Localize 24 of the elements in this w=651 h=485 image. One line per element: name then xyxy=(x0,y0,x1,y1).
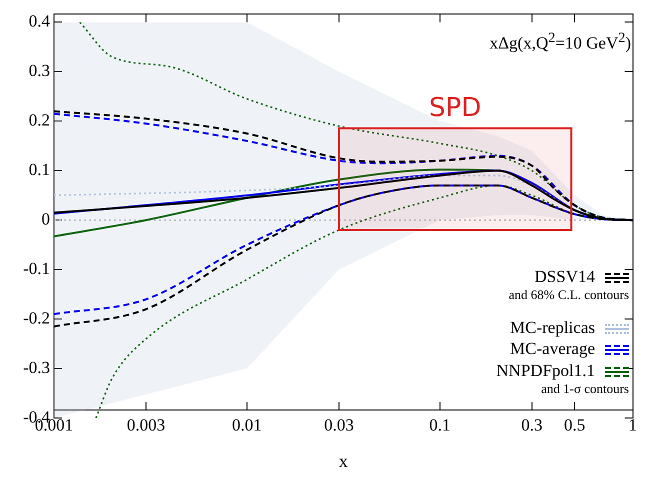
x-tick-label: 0.5 xyxy=(564,416,586,435)
y-tick-label: 0 xyxy=(42,210,50,229)
y-tick-label: -0.3 xyxy=(23,358,50,377)
annotation: and 68% C.L. contours xyxy=(508,286,629,303)
x-tick-label: 0.01 xyxy=(232,416,262,435)
y-tick-label: -0.2 xyxy=(23,308,50,328)
y-tick-label: 0.3 xyxy=(28,61,50,80)
y-tick-label: 0.2 xyxy=(28,110,50,130)
y-tick-label: 0.1 xyxy=(28,160,50,180)
y-tick-label: 0.4 xyxy=(28,12,50,31)
x-tick-label: 0.1 xyxy=(429,416,450,435)
x-tick-label: 0.03 xyxy=(324,416,354,435)
legend-label: NNPDFpol1.1 xyxy=(496,360,596,381)
y-tick-label: -0.1 xyxy=(23,259,50,278)
x-tick-label: 1 xyxy=(628,416,637,435)
x-axis-title: x xyxy=(338,450,348,471)
x-tick-label: 0.3 xyxy=(521,416,543,435)
text: xΔg(x,Q$^{2}$=10 GeV$^{2}$) xyxy=(490,30,631,54)
annotation: and 1-σ contours xyxy=(540,380,629,397)
legend-label: MC-replicas xyxy=(509,317,596,338)
legend-label: DSSV14 xyxy=(534,266,596,287)
x-tick-label: 0.003 xyxy=(126,416,166,435)
legend-label: MC-average xyxy=(509,338,596,360)
band-label: SPD xyxy=(429,93,482,124)
